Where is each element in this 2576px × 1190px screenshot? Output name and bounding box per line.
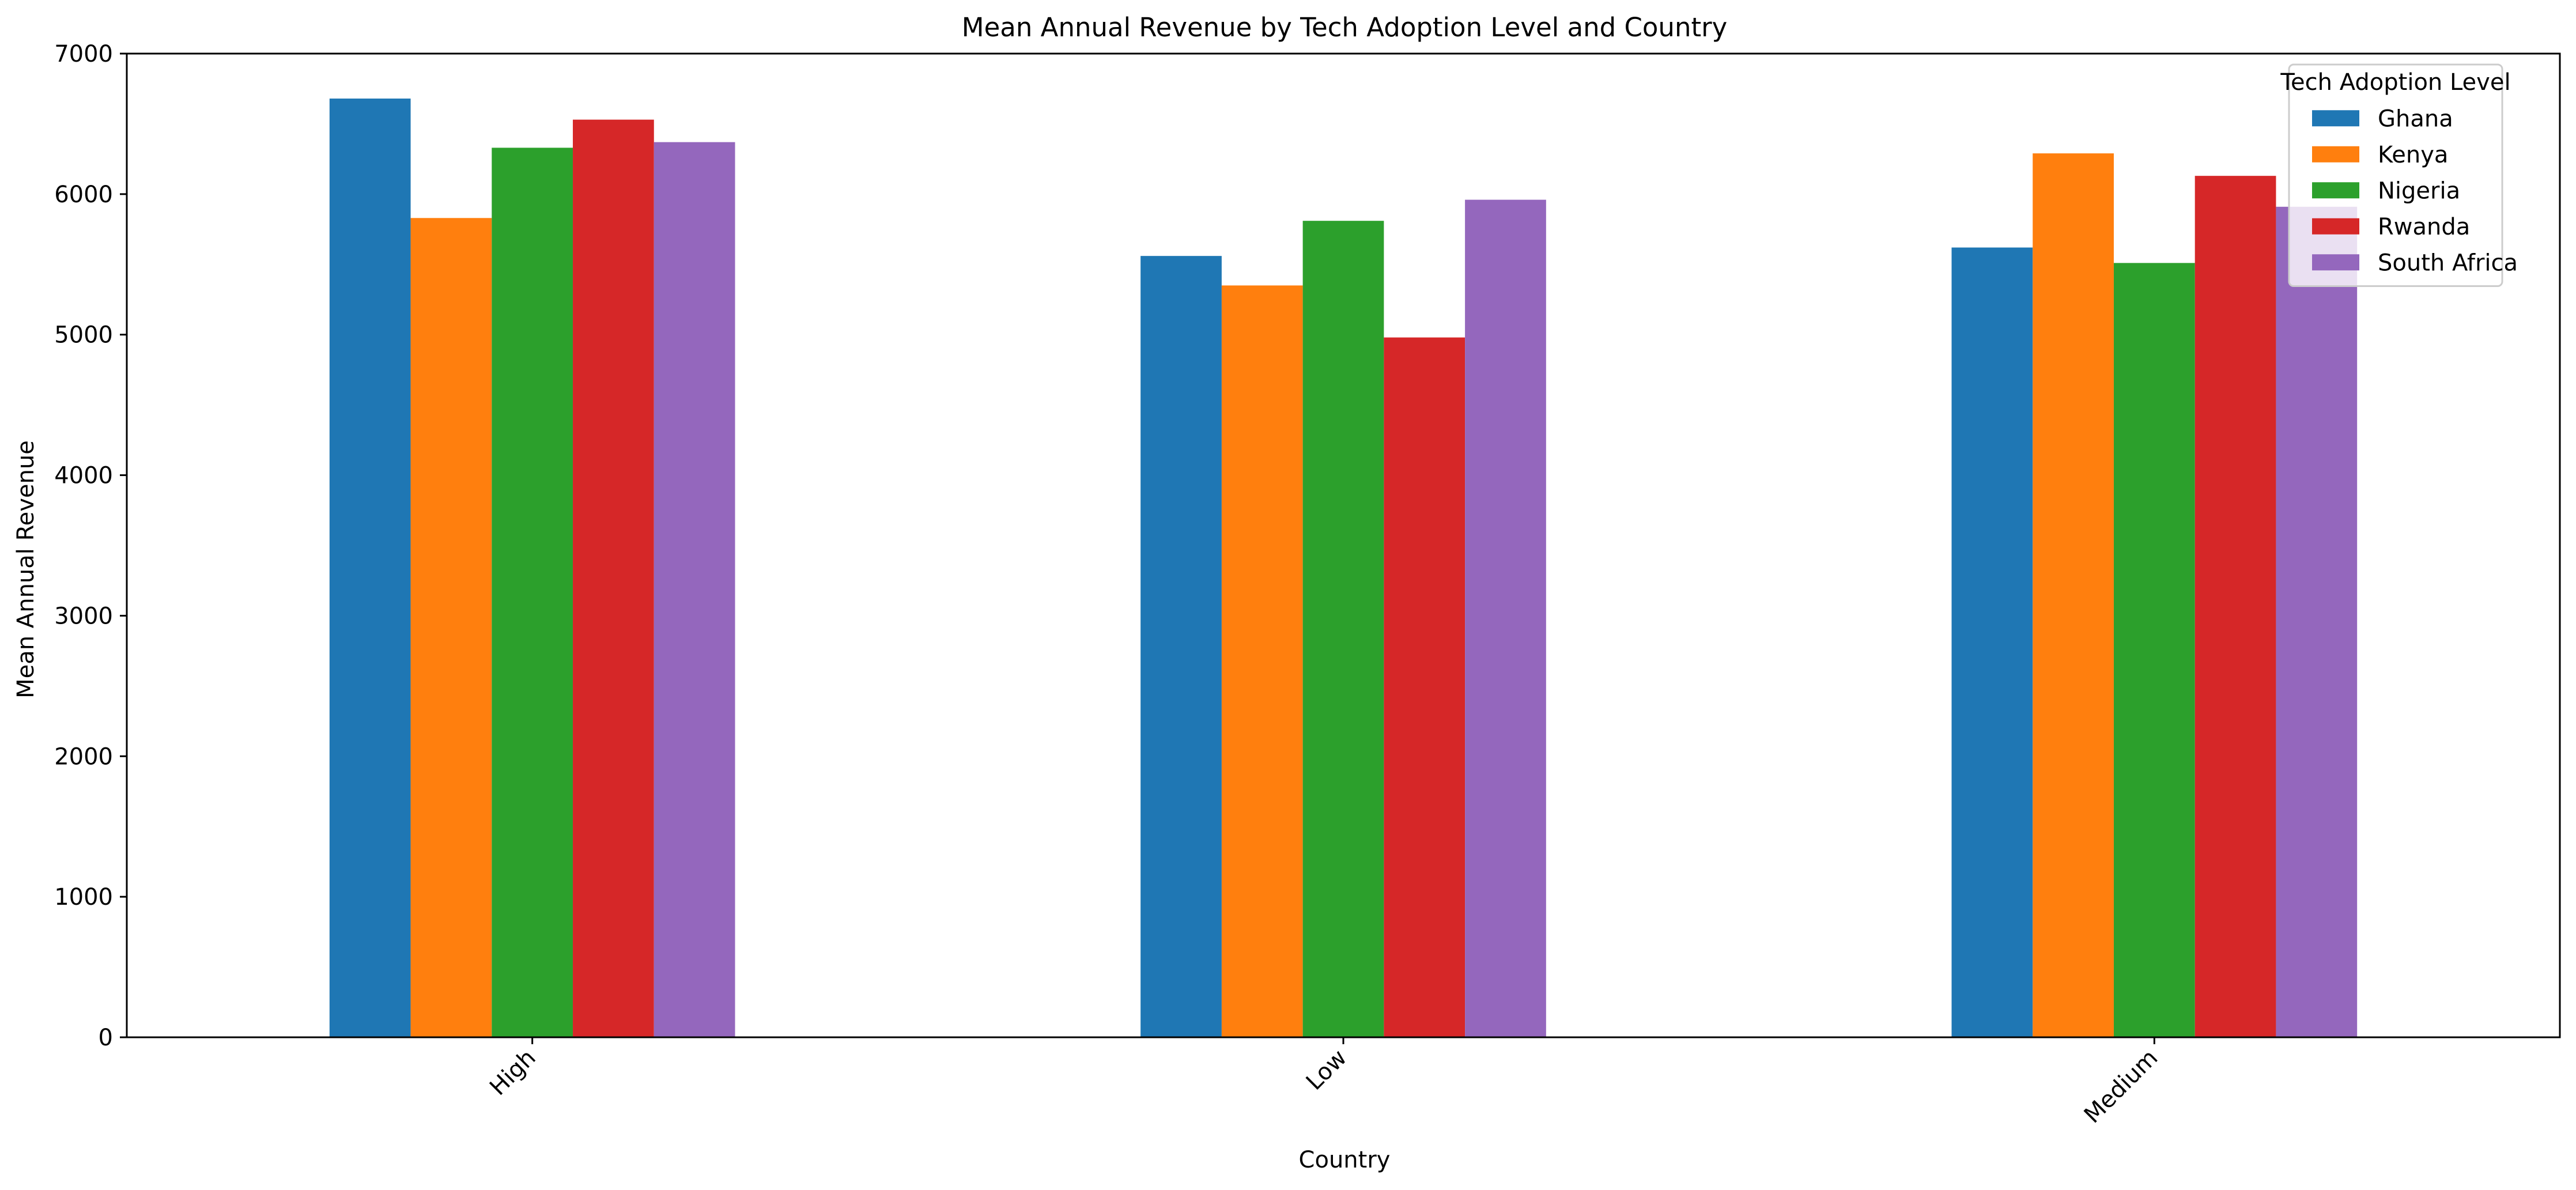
bar [654,142,735,1037]
bars-layer [329,99,2358,1038]
legend-swatch [2312,110,2359,127]
legend-swatch [2312,254,2359,271]
chart-title: Mean Annual Revenue by Tech Adoption Lev… [962,12,1728,43]
legend: Tech Adoption Level Ghana Kenya Nigeria Rwan… [2280,63,2518,287]
x-tick-label: Low [1301,1045,1352,1095]
legend-entry-label: Kenya [2378,142,2448,168]
x-tick-label: High [485,1045,541,1101]
bar [1221,285,1303,1037]
bar [2194,176,2276,1037]
bar [2276,206,2358,1037]
y-tick-label: 7000 [54,41,113,67]
x-tick-label: Medium [2079,1045,2163,1129]
bar [1140,256,1222,1037]
y-tick-label: 3000 [54,603,113,629]
bar [1384,337,1465,1037]
legend-swatch [2312,146,2359,163]
legend-entry-label: South Africa [2378,250,2518,276]
bar [1302,221,1384,1038]
bar [492,148,573,1037]
y-axis-label: Mean Annual Revenue [13,440,39,698]
y-tick-label: 4000 [54,463,113,489]
bar [2033,153,2114,1037]
bar [329,99,411,1037]
y-tick-label: 1000 [54,884,113,911]
bar [573,119,654,1038]
bar [1465,199,1546,1037]
legend-title: Tech Adoption Level [2280,69,2510,96]
legend-entry-label: Ghana [2378,105,2453,132]
legend-swatch [2312,182,2359,199]
bar [410,218,492,1037]
y-tick-label: 6000 [54,182,113,208]
x-axis-label: Country [1299,1147,1391,1173]
y-tick-label: 0 [99,1025,113,1051]
legend-swatch [2312,218,2359,235]
bar [1951,247,2033,1037]
y-tick-label: 2000 [54,743,113,770]
y-tick-label: 5000 [54,322,113,349]
bar [2113,263,2195,1038]
legend-entry-label: Nigeria [2378,177,2460,204]
legend-entry-label: Rwanda [2378,214,2470,240]
